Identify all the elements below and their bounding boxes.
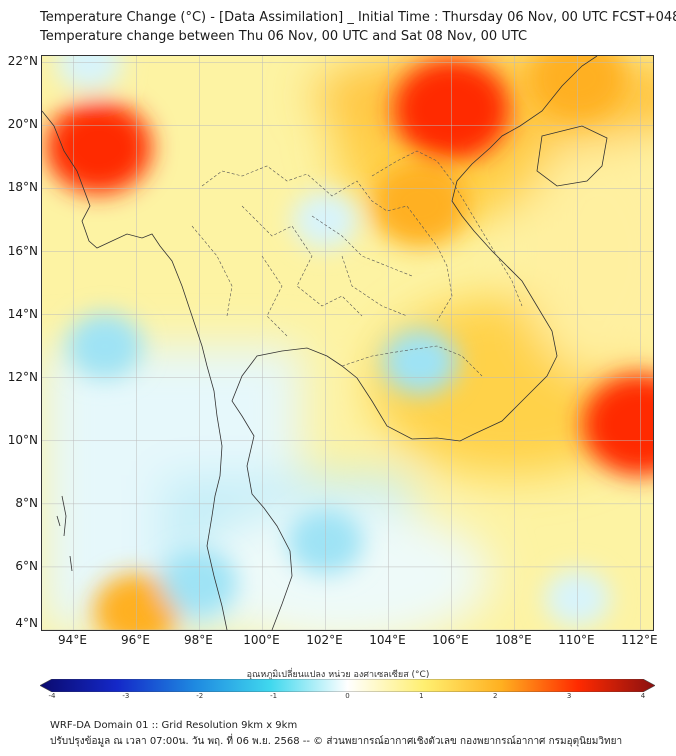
colorbar-tick-label: 2: [493, 692, 498, 700]
colorbar-tick-label: -4: [48, 692, 56, 700]
warm-spot: [371, 162, 468, 247]
gulf-coast: [231, 56, 598, 630]
colorbar: [40, 679, 655, 692]
latitude-label: 14°N: [7, 306, 38, 321]
map-title: Temperature Change (°C) - [Data Assimila…: [40, 10, 676, 25]
latitude-label: 8°N: [15, 495, 38, 510]
longitude-label: 102°E: [306, 633, 343, 647]
warm-spot: [45, 100, 152, 194]
colorbar-title: อุณหภูมิเปลี่ยนแปลง หน่วย องศาเซลเซียส (…: [246, 670, 430, 680]
colorbar-tick-label: -3: [122, 692, 130, 700]
latitude-label: 16°N: [7, 243, 38, 258]
latitude-label: 10°N: [7, 432, 38, 447]
colorbar-tick-label: 0: [345, 692, 350, 700]
longitude-label: 100°E: [243, 633, 280, 647]
colorbar-tick-label: 3: [566, 692, 572, 700]
credit-line: ปรับปรุงข้อมูล ณ เวลา 07:00น. วัน พฤ. ที…: [50, 736, 623, 747]
cool-spot: [56, 56, 123, 91]
cool-spot: [66, 313, 143, 380]
country-borders: [191, 150, 523, 377]
warm-zone-sea: [522, 136, 653, 376]
longitude-label: 108°E: [495, 633, 532, 647]
map-plot: [42, 56, 653, 630]
latitude-label: 18°N: [7, 180, 38, 195]
latitude-label: 6°N: [15, 558, 38, 573]
graticule: [42, 56, 653, 630]
colorbar-tick-label: 1: [419, 692, 424, 700]
map-subtitle: Temperature change between Thu 06 Nov, 0…: [40, 29, 528, 44]
latitude-label: 12°N: [7, 369, 38, 384]
colorbar-tick-label: -1: [270, 692, 278, 700]
cool-spot: [381, 328, 458, 395]
internal-divisions-2: [261, 215, 413, 337]
colorbar-tick-label: 4: [640, 692, 646, 700]
myanmar-coast: [42, 110, 228, 630]
longitude-label: 94°E: [58, 633, 87, 647]
longitude-label: 106°E: [432, 633, 469, 647]
andaman-islands: [56, 495, 73, 572]
colorbar-gradient: [40, 679, 655, 692]
internal-divisions-3: [191, 225, 408, 317]
colorbar-tick-label: -2: [196, 692, 204, 700]
longitude-label: 104°E: [369, 633, 406, 647]
latitude-label: 4°N: [15, 616, 38, 630]
internal-divisions-1: [241, 205, 363, 317]
border-thailand-north: [201, 165, 453, 322]
latitude-label: 20°N: [7, 117, 38, 132]
longitude-label: 96°E: [121, 633, 150, 647]
longitude-label: 110°E: [558, 633, 595, 647]
model-info: WRF-DA Domain 01 :: Grid Resolution 9km …: [50, 720, 298, 731]
longitude-label: 112°E: [621, 633, 658, 647]
temperature-change-map: [41, 55, 654, 631]
hainan-island: [536, 125, 608, 187]
latitude-label: 22°N: [7, 54, 38, 69]
coastlines: [42, 56, 608, 630]
border-thai-cambodia: [341, 345, 483, 377]
warm-spot: [582, 374, 653, 476]
longitude-label: 98°E: [184, 633, 213, 647]
border-laos-vietnam: [371, 150, 523, 307]
